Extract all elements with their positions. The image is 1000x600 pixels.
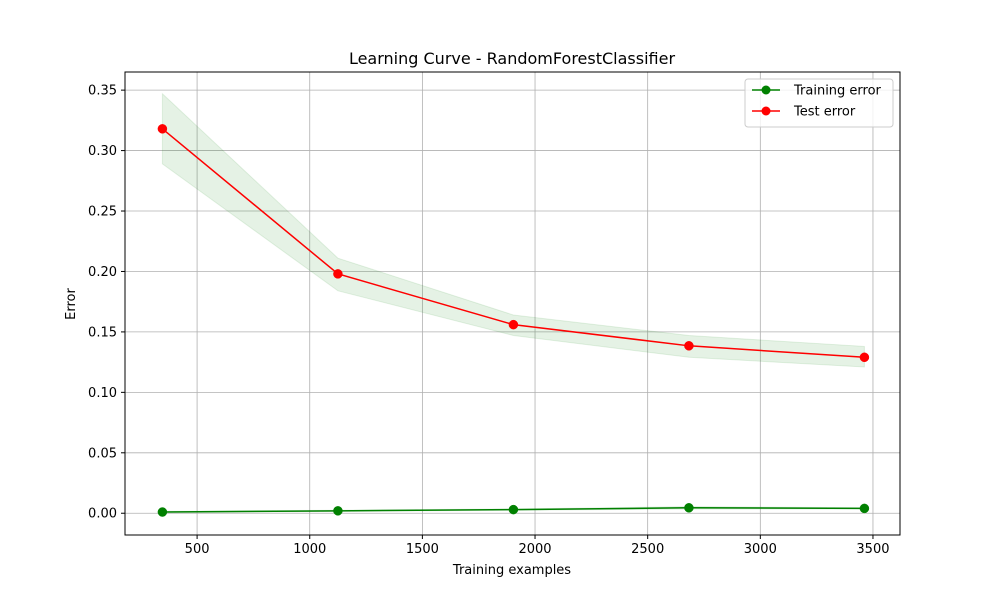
error-bands [161,92,865,514]
x-tick-label: 3000 [744,542,777,557]
legend-test-error-marker [761,106,771,116]
training-error-point [684,503,694,513]
test-error-band [161,92,865,368]
test-error-point [508,319,519,330]
x-tick-label: 2000 [518,542,551,557]
y-axis-label: Error [64,288,79,320]
training-error-point [157,507,168,517]
series-markers [157,124,870,517]
test-error-point [684,341,694,351]
y-tick-label: 0.20 [88,265,117,280]
training-error-point [508,504,519,515]
training-error-point [333,506,343,516]
x-axis-label: Training examples [452,563,571,578]
x-tick-label: 1500 [406,542,439,557]
test-error-point [333,269,343,279]
axis-ticks: 500 1000 1500 2000 2500 3000 3500 0.00 0.05 0.10 0… [88,84,889,557]
y-tick-label: 0.15 [88,325,117,340]
x-tick-label: 1000 [293,542,326,557]
legend: Training error Test error [744,78,894,128]
y-tick-label: 0.25 [88,205,117,220]
grid-lines [125,72,900,535]
y-tick-label: 0.30 [88,144,117,159]
legend-test-error-label: Test error [793,105,856,120]
chart-title: Learning Curve - RandomForestClassifier [349,49,676,68]
x-tick-label: 3500 [856,542,889,557]
test-error-point [157,124,168,134]
y-tick-label: 0.35 [88,84,117,99]
plot-area-frame [124,71,901,536]
y-tick-label: 0.10 [88,386,117,401]
test-error-point [859,352,870,363]
training-error-point [859,503,870,514]
legend-frame [744,78,894,128]
legend-training-error-label: Training error [793,84,882,99]
y-tick-label: 0.00 [88,507,117,522]
legend-training-error-marker [761,85,771,95]
x-tick-label: 2500 [631,542,664,557]
y-tick-label: 0.05 [88,446,117,461]
x-tick-label: 500 [185,542,210,557]
